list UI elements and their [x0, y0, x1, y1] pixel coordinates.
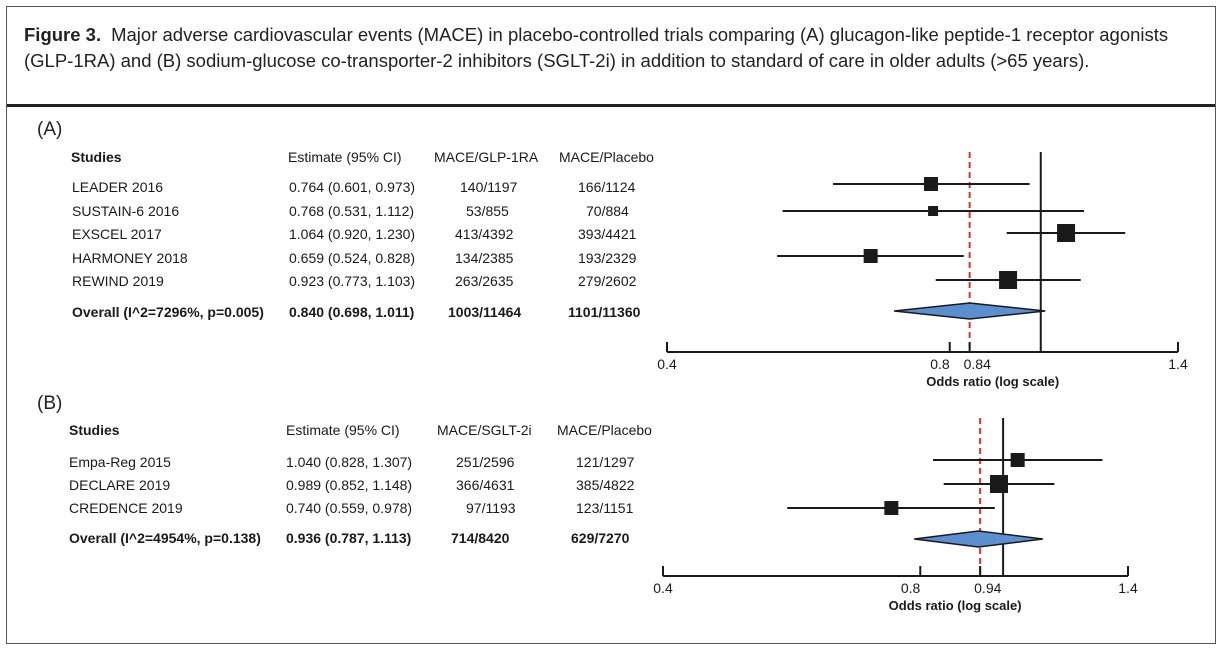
panel-a-row-estimate: 0.768 (0.531, 1.112): [289, 203, 415, 219]
panel-a-row-placebo: 193/2329: [578, 250, 637, 266]
figure-frame: [6, 6, 1216, 644]
panel-b-x-tick-label: 0.8: [901, 580, 921, 596]
panel-a-x-tick-label: 0.84: [964, 356, 991, 372]
panel-b-point-estimate: [990, 475, 1009, 493]
panel-a-row-estimate: 0.764 (0.601, 0.973): [289, 179, 416, 195]
panel-a-header-placebo: MACE/Placebo: [559, 149, 654, 165]
panel-b-header-placebo: MACE/Placebo: [557, 422, 652, 438]
panel-a-row-placebo: 279/2602: [578, 273, 637, 289]
panel-a-x-axis-label: Odds ratio (log scale): [926, 374, 1059, 389]
panel-a-point-estimate: [923, 177, 938, 191]
panel-a-row-placebo: 166/1124: [578, 179, 636, 195]
panel-a-header-treatment: MACE/GLP-1RA: [434, 149, 539, 165]
panel-b-row-study: CREDENCE 2019: [69, 500, 183, 516]
panel-a-label: (A): [37, 119, 63, 140]
panel-b-x-tick-label: 0.4: [653, 580, 673, 596]
panel-b-x-axis-label: Odds ratio (log scale): [889, 598, 1022, 613]
figure-label: Figure 3.: [24, 24, 102, 45]
panel-b-row-study: Empa-Reg 2015: [69, 454, 171, 470]
figure-caption-text: Major adverse cardiovascular events (MAC…: [24, 24, 1169, 71]
panel-a-overall-treatment: 1003/11464: [448, 304, 522, 320]
panel-b-row-estimate: 1.040 (0.828, 1.307): [286, 454, 413, 470]
panel-a-row-study: LEADER 2016: [72, 179, 164, 195]
panel-a-row-placebo: 70/884: [586, 203, 629, 219]
panel-a-forest-plot: 0.4 0.8 0.84 1.4 Odds ratio (log scale): [657, 152, 1188, 389]
panel-a-point-estimate: [928, 206, 939, 216]
figure-caption: Figure 3. Major adverse cardiovascular ev…: [24, 22, 1194, 74]
panel-b-overall-diamond: [914, 530, 1043, 548]
panel-a-point-estimate: [863, 249, 878, 263]
panel-b-row-placebo: 123/1151: [576, 500, 634, 516]
panel-b-overall-label: Overall (I^2=4954%, p=0.138): [69, 530, 261, 546]
panel-b-row-treatment: 251/2596: [456, 454, 515, 470]
panel-a-row-treatment: 53/855: [466, 203, 509, 219]
panel-b-overall-estimate: 0.936 (0.787, 1.113): [286, 530, 412, 546]
panel-b-overall-placebo: 629/7270: [571, 530, 630, 546]
panel-a-row-treatment: 263/2635: [455, 273, 514, 289]
panel-a-row-treatment: 413/4392: [455, 226, 514, 242]
panel-a-overall-placebo: 1101/11360: [568, 304, 641, 320]
panel-a-x-tick-label: 0.8: [930, 356, 950, 372]
panel-a-header-studies: Studies: [71, 149, 122, 165]
panel-b-x-tick-label: 1.4: [1118, 580, 1138, 596]
panel-a-row-estimate: 1.064 (0.920, 1.230): [289, 226, 416, 242]
panel-b-row-treatment: 97/1193: [466, 500, 516, 516]
panel-a-header-estimate: Estimate (95% CI): [288, 149, 402, 165]
panel-a-row-study: EXSCEL 2017: [72, 226, 162, 242]
panel-a-row-treatment: 140/1197: [460, 179, 518, 195]
panel-a-overall-label: Overall (I^2=7296%, p=0.005): [72, 304, 264, 320]
panel-a-overall-estimate: 0.840 (0.698, 1.011): [289, 304, 415, 320]
panel-b-row-placebo: 121/1297: [576, 454, 635, 470]
panel-a-row-study: REWIND 2019: [72, 273, 164, 289]
panel-b-point-estimate: [884, 501, 899, 515]
panel-a-row-study: HARMONEY 2018: [72, 250, 188, 266]
panel-a-overall-diamond: [894, 302, 1046, 320]
panel-a-row-placebo: 393/4421: [578, 226, 637, 242]
panel-a-x-tick-label: 0.4: [657, 356, 677, 372]
panel-b-overall-treatment: 714/8420: [451, 530, 510, 546]
panel-a-point-estimate: [999, 271, 1018, 289]
panel-b-header-studies: Studies: [69, 422, 120, 438]
panel-b-row-placebo: 385/4822: [576, 477, 635, 493]
panel-b-label: (B): [37, 393, 63, 414]
panel-b-x-tick-label: 0.94: [974, 580, 1001, 596]
panel-b-row-estimate: 0.989 (0.852, 1.148): [286, 477, 413, 493]
panel-b-row-estimate: 0.740 (0.559, 0.978): [286, 500, 413, 516]
panel-a-row-estimate: 0.659 (0.524, 0.828): [289, 250, 416, 266]
panel-a-point-estimate: [1057, 224, 1076, 242]
panel-b-header-treatment: MACE/SGLT-2i: [437, 422, 532, 438]
panel-b-forest-plot: 0.4 0.8 0.94 1.4 Odds ratio (log scale): [653, 418, 1138, 613]
panel-b-row-study: DECLARE 2019: [69, 477, 171, 493]
panel-a-x-tick-label: 1.4: [1168, 356, 1188, 372]
panel-a-row-treatment: 134/2385: [455, 250, 514, 266]
panel-a-row-estimate: 0.923 (0.773, 1.103): [289, 273, 416, 289]
panel-b-point-estimate: [1010, 453, 1025, 467]
panel-b-header-estimate: Estimate (95% CI): [286, 422, 400, 438]
panel-a-row-study: SUSTAIN-6 2016: [72, 203, 180, 219]
panel-b-row-treatment: 366/4631: [456, 477, 515, 493]
caption-divider: [7, 104, 1215, 107]
